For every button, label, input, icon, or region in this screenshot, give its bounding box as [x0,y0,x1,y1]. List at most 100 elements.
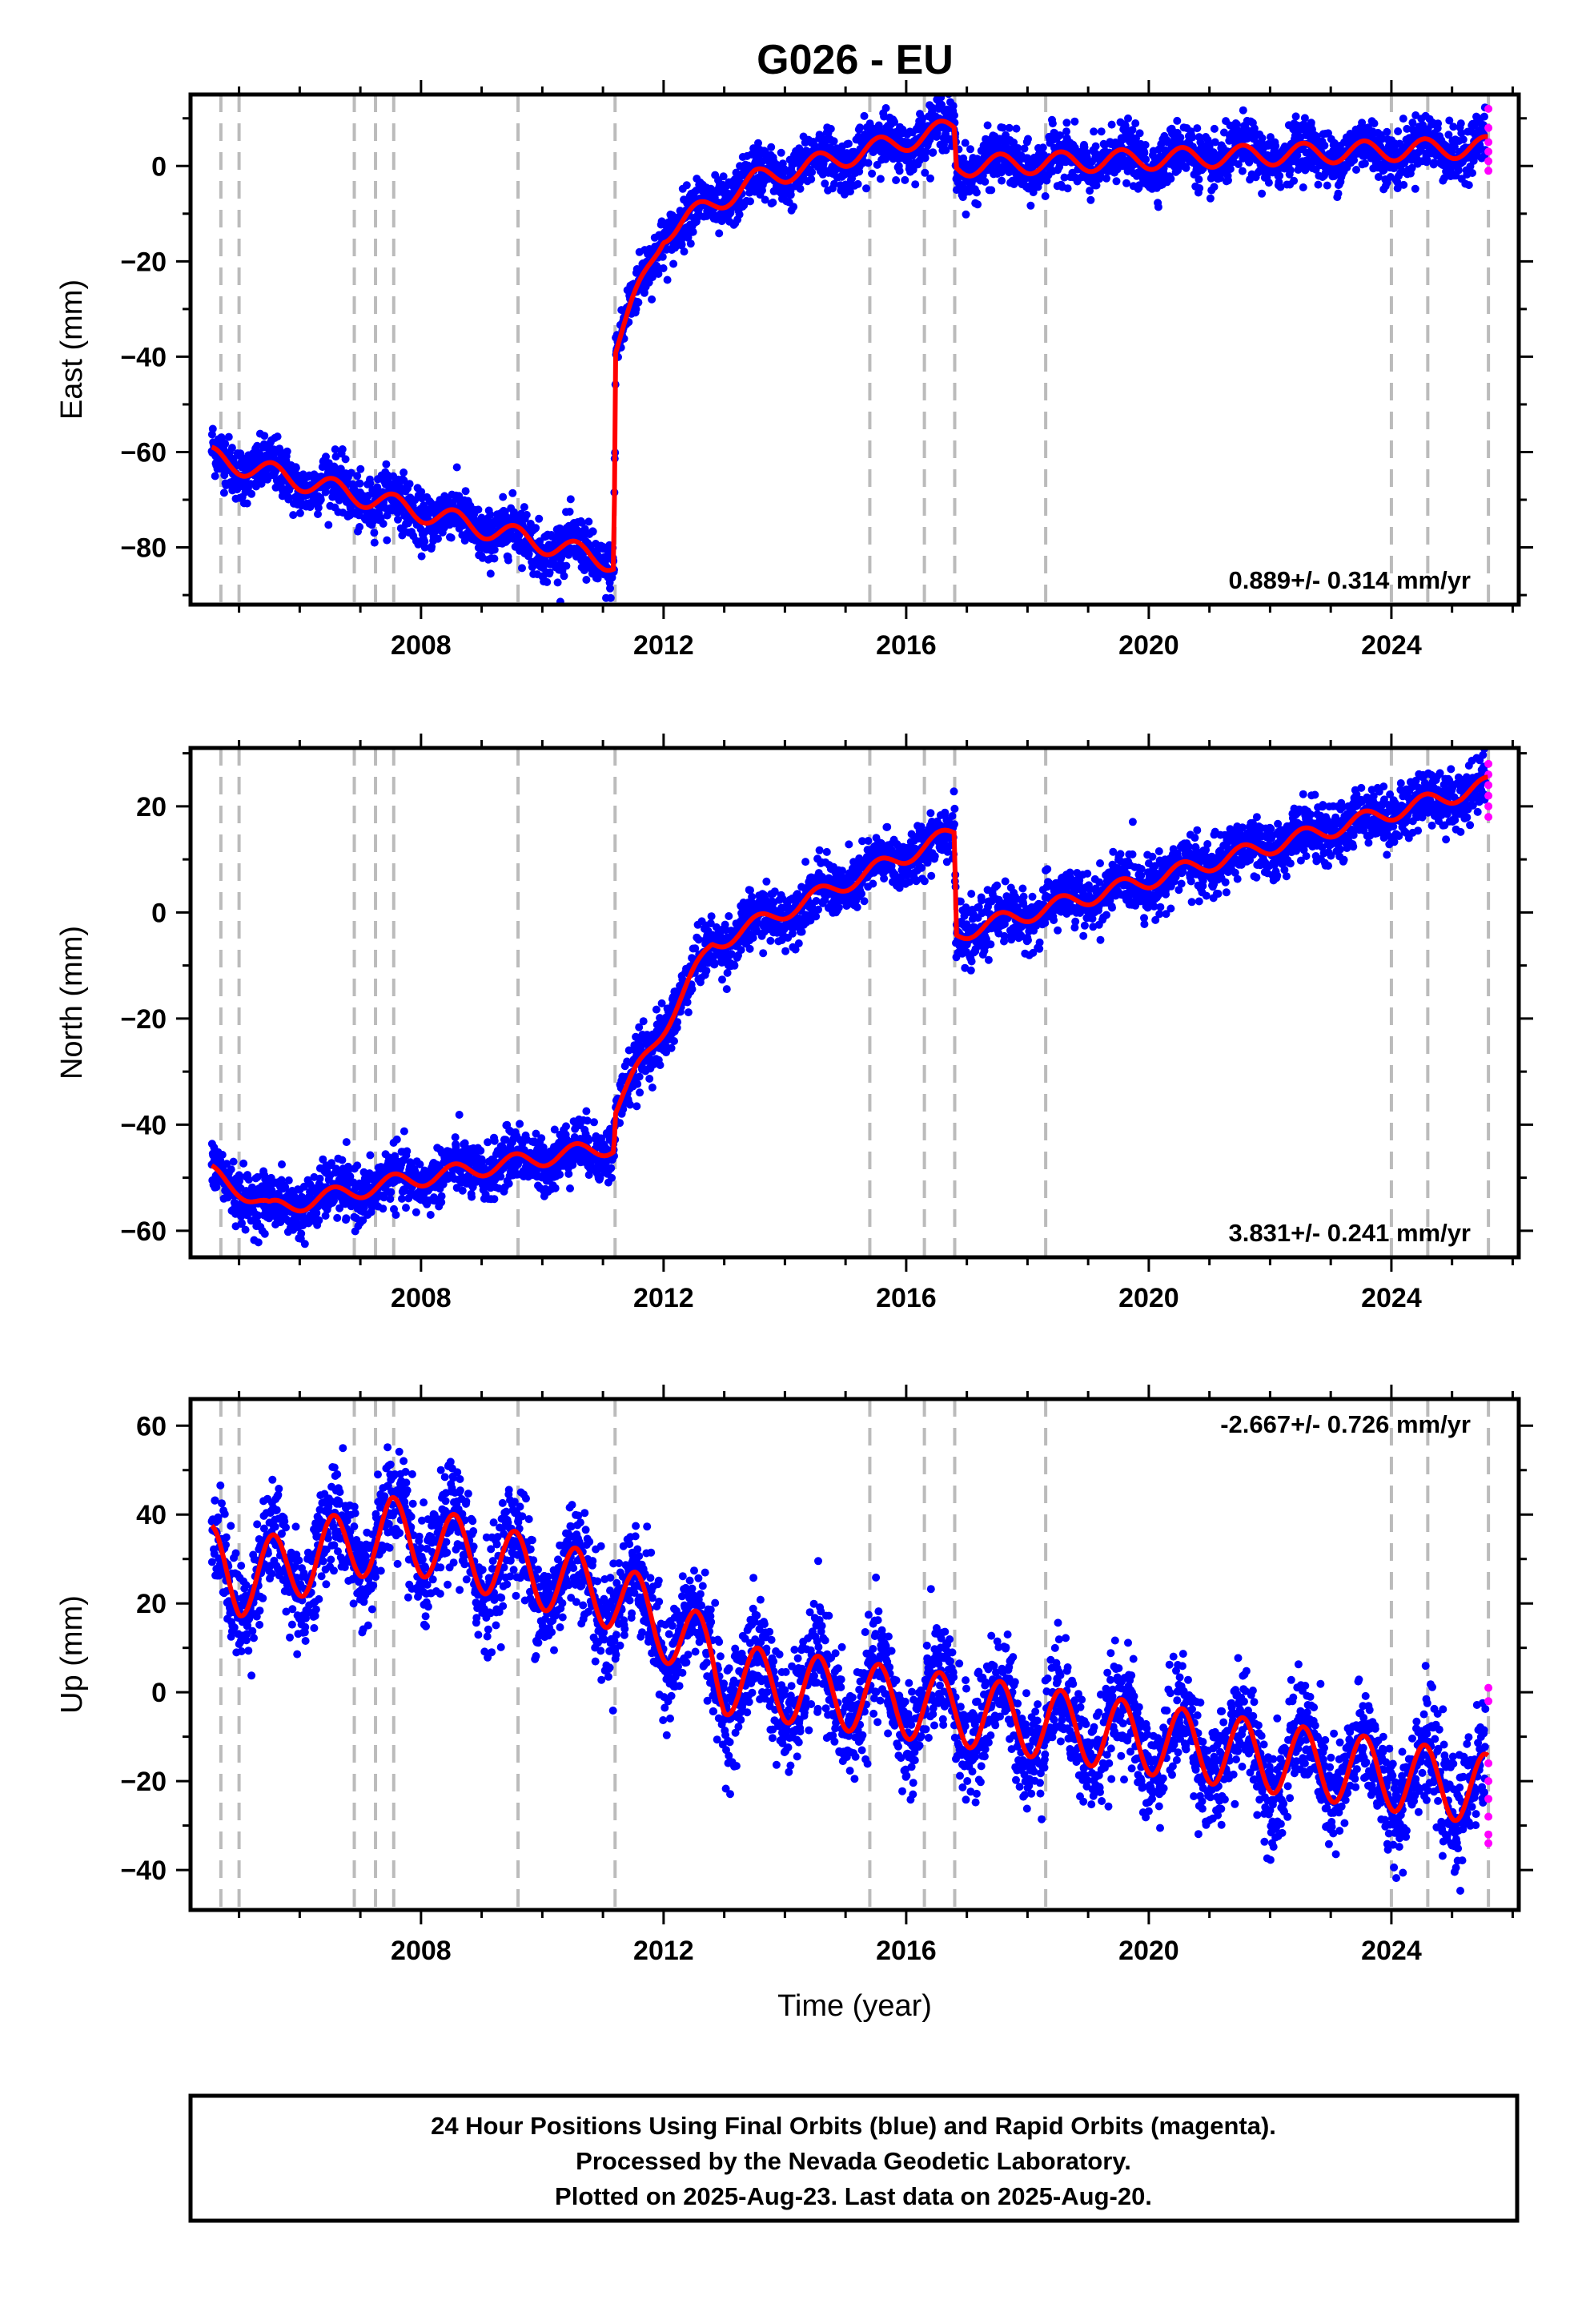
final-point [1264,179,1273,187]
final-point [1090,127,1098,136]
final-point [468,1192,476,1201]
final-point [1394,127,1403,135]
final-point [680,247,689,256]
final-point [394,515,402,524]
final-point [431,1195,440,1204]
final-point [1063,184,1072,193]
final-point [452,463,461,472]
final-point [366,1151,375,1160]
final-point [1224,176,1232,185]
final-point [1320,141,1329,150]
final-point [219,489,228,497]
final-point [212,1183,221,1192]
final-point [566,495,575,504]
final-point [1258,189,1267,198]
final-point [1423,155,1431,164]
final-point [392,1135,401,1144]
final-point [1029,188,1038,197]
x-tick-label-2024: 2024 [1361,630,1422,661]
final-point [553,578,562,587]
final-point [1276,183,1285,191]
final-point [283,447,291,456]
final-point [998,176,1006,185]
final-point [593,574,602,583]
final-point [342,1138,351,1147]
plot-area [207,748,1493,1257]
final-point [565,508,574,516]
final-point [1131,119,1140,127]
final-point [761,195,769,204]
x-tick-label-2020: 2020 [1118,630,1179,661]
final-point [856,123,865,132]
final-point [383,536,391,545]
final-point [1210,124,1219,133]
final-point [789,203,798,211]
final-point [451,1133,460,1142]
final-point [315,1174,324,1183]
final-point [1086,195,1095,204]
final-point [892,176,901,184]
final-point [1005,123,1014,132]
rapid-point-3 [1484,147,1493,156]
final-point [243,499,251,508]
final-point [689,227,697,236]
final-point [1014,144,1022,152]
final-point [284,1176,293,1184]
final-point [447,533,456,542]
final-point [227,1165,235,1174]
final-point [862,184,870,193]
final-point [746,197,754,206]
final-point [382,460,391,468]
final-point [663,275,672,284]
final-point [291,464,300,472]
final-point [1020,144,1029,153]
y-axis-label: East (mm) [55,279,89,420]
final-point [1211,138,1219,147]
final-point [560,572,568,581]
final-point [532,1129,540,1138]
final-point [648,273,656,282]
final-point [1275,171,1284,180]
final-point [241,1225,250,1234]
final-orbit-points [207,84,1490,605]
final-point [719,172,728,181]
final-point [211,472,219,480]
final-point [550,1125,559,1134]
final-point [224,432,233,441]
final-point [315,1216,323,1224]
final-point [1360,159,1369,168]
final-point [1205,143,1214,151]
final-point [386,1195,395,1204]
final-point [881,104,890,112]
final-point [508,489,517,497]
final-point [1038,143,1047,152]
final-point [1056,131,1064,139]
rapid-point-0 [1484,104,1493,113]
final-point [1206,194,1215,203]
final-point [933,84,941,92]
final-point [1086,187,1094,195]
final-point [504,556,512,565]
final-point [669,259,678,268]
final-point [297,1229,306,1238]
final-point [1408,119,1417,127]
final-point [1399,115,1407,123]
final-point [273,432,282,441]
final-point [580,565,589,573]
final-point [522,510,531,519]
final-point [959,154,968,163]
final-point [1096,172,1105,181]
final-point [926,174,934,183]
rapid-point-1 [1484,123,1493,132]
final-point [1299,183,1307,191]
final-point [1182,163,1191,172]
final-point [267,1187,276,1196]
final-point [1370,119,1379,128]
final-point [562,561,571,570]
final-point [338,445,347,453]
final-point [1234,160,1243,169]
final-point [486,510,495,519]
final-point [895,167,904,175]
final-point [1193,124,1202,133]
